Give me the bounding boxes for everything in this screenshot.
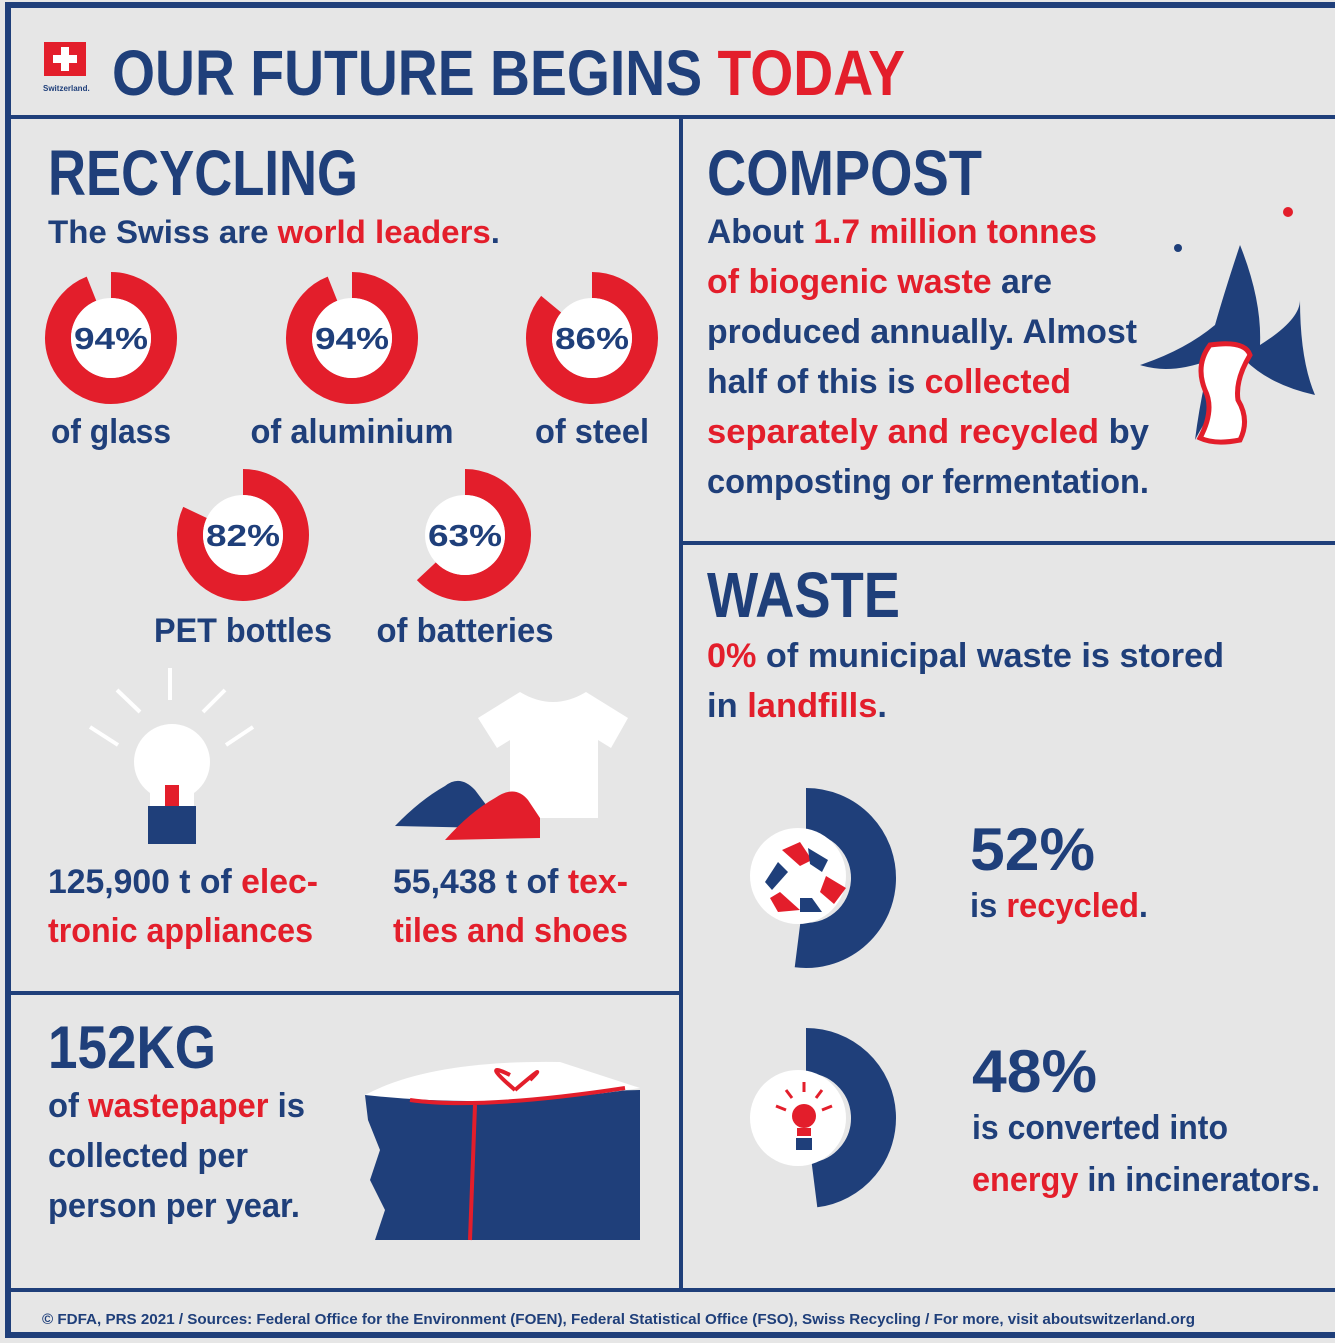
donut-caption: of batteries xyxy=(377,612,554,650)
donut-label: 86% xyxy=(555,321,629,356)
donut-caption: of glass xyxy=(51,413,171,451)
text-segment: of municipal waste is stored xyxy=(756,637,1224,675)
donut-center xyxy=(71,298,151,378)
text-segment: tiles and shoes xyxy=(393,912,628,950)
donut-caption: of steel xyxy=(535,413,649,451)
paper-stack-icon xyxy=(365,1061,640,1241)
text-segment: recycled xyxy=(1006,887,1139,925)
text-segment: of biogenic waste xyxy=(707,263,992,301)
bulb-icon xyxy=(88,668,255,844)
text-segment: tronic appliances xyxy=(48,912,313,950)
donut-center xyxy=(312,298,392,378)
text-segment: is xyxy=(970,887,1006,925)
half-ring-arc xyxy=(794,788,896,968)
text-segment: energy xyxy=(972,1161,1078,1199)
text-segment: . xyxy=(1139,887,1148,925)
body-text: person per year. xyxy=(48,1187,300,1225)
body-text: of biogenic waste are xyxy=(707,263,1052,301)
donut-center xyxy=(425,495,505,575)
text-segment: produced annually. Almost xyxy=(707,313,1137,351)
text-segment: separately and recycled xyxy=(707,413,1099,451)
item-text: tronic appliances xyxy=(48,912,313,950)
badge: Switzerland. xyxy=(43,84,90,93)
donut-caption: of aluminium xyxy=(251,413,454,451)
text-segment: About xyxy=(707,213,813,251)
half-ring-arc xyxy=(805,1028,896,1208)
text-segment: 1.7 million tonnes xyxy=(813,213,1097,251)
text-segment: wastepaper xyxy=(87,1087,268,1125)
text-segment: in xyxy=(707,687,747,725)
text-segment: 55,438 t of xyxy=(393,863,568,901)
section-heading: 152KG xyxy=(48,1014,216,1081)
stat-text: is converted into xyxy=(972,1109,1228,1147)
text-segment: . xyxy=(491,214,500,250)
text-segment: TODAY xyxy=(717,37,905,109)
text-segment: is xyxy=(269,1087,305,1125)
donut-caption: PET bottles xyxy=(154,612,332,650)
title: OUR FUTURE BEGINS TODAY xyxy=(112,37,905,109)
text-segment: are xyxy=(992,263,1052,301)
donut-arc xyxy=(526,272,658,404)
text-segment: collected per xyxy=(48,1137,248,1175)
text-segment: OUR FUTURE BEGINS xyxy=(112,37,717,109)
donut-label: 63% xyxy=(428,518,502,553)
section-heading: RECYCLING xyxy=(48,137,358,209)
donut-label: 82% xyxy=(206,518,280,553)
text-segment: The Swiss are xyxy=(48,214,278,250)
donut-label: 94% xyxy=(315,321,389,356)
stat-value: 52% xyxy=(970,816,1095,883)
subtitle: The Swiss are world leaders. xyxy=(48,214,500,250)
text-segment: 0% xyxy=(707,637,756,675)
body-text: composting or fermentation. xyxy=(707,463,1149,501)
text-segment: in incinerators. xyxy=(1078,1161,1320,1199)
section-heading: WASTE xyxy=(707,559,900,631)
text-segment: is converted into xyxy=(972,1109,1228,1147)
stat-text: is recycled. xyxy=(970,887,1148,925)
dividers xyxy=(8,115,1335,1292)
text-segment: collected xyxy=(925,363,1071,401)
item-text: tiles and shoes xyxy=(393,912,628,950)
compost-icon xyxy=(1140,207,1315,445)
body-text: separately and recycled by xyxy=(707,413,1149,451)
text-segment: world leaders xyxy=(277,214,491,250)
donut-label: 94% xyxy=(74,321,148,356)
text-segment: 125,900 t of xyxy=(48,863,241,901)
recycle-icon xyxy=(750,828,846,924)
text-segment: half of this is xyxy=(707,363,925,401)
text-segment: composting or fermentation. xyxy=(707,463,1149,501)
body-text: 0% of municipal waste is stored xyxy=(707,637,1224,675)
body-text: collected per xyxy=(48,1137,248,1175)
swiss-flag xyxy=(44,42,86,76)
text-segment: tex- xyxy=(568,863,628,901)
donut-center xyxy=(552,298,632,378)
footer: © FDFA, PRS 2021 / Sources: Federal Offi… xyxy=(42,1311,1195,1328)
item-text: 55,438 t of tex- xyxy=(393,863,628,901)
body-text: produced annually. Almost xyxy=(707,313,1137,351)
energy-icon xyxy=(750,1070,846,1166)
frame xyxy=(5,2,1335,1338)
text-segment: by xyxy=(1099,413,1149,451)
text-segment: person per year. xyxy=(48,1187,300,1225)
text-segment: landfills xyxy=(747,687,877,725)
donut-center xyxy=(203,495,283,575)
text-segment: . xyxy=(877,687,887,725)
body-text: half of this is collected xyxy=(707,363,1071,401)
donut-arc xyxy=(416,469,531,601)
text-segment: of xyxy=(48,1087,88,1125)
donut-arc xyxy=(45,272,177,404)
body-text: About 1.7 million tonnes xyxy=(707,213,1097,251)
stat-value: 48% xyxy=(972,1038,1097,1105)
section-heading: COMPOST xyxy=(707,137,982,209)
body-text: in landfills. xyxy=(707,687,887,725)
text-segment: elec- xyxy=(241,863,318,901)
item-text: 125,900 t of elec- xyxy=(48,863,318,901)
stat-text: energy in incinerators. xyxy=(972,1161,1320,1199)
donut-arc xyxy=(177,469,309,601)
body-text: of wastepaper is xyxy=(48,1087,305,1125)
donut-arc xyxy=(286,272,418,404)
clothes-icon xyxy=(395,692,628,840)
